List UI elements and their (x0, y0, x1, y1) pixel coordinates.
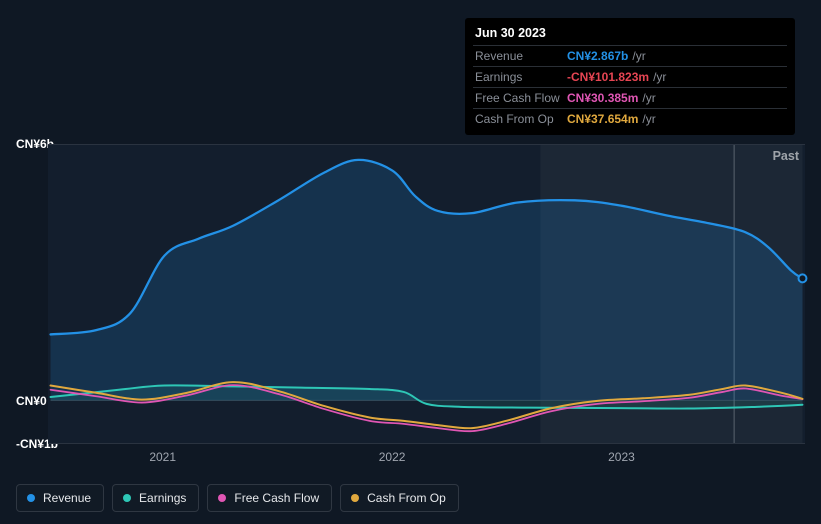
tooltip-row-label: Revenue (475, 49, 567, 63)
x-axis-label: 2023 (608, 450, 635, 464)
tooltip-row: Earnings-CN¥101.823m/yr (473, 66, 787, 87)
tooltip-row: Cash From OpCN¥37.654m/yr (473, 108, 787, 129)
x-axis-label: 2022 (379, 450, 406, 464)
legend-label: Free Cash Flow (234, 491, 319, 505)
y-axis-label: CN¥0 (16, 394, 47, 408)
legend-item-free-cash-flow[interactable]: Free Cash Flow (207, 484, 332, 512)
tooltip-row: Free Cash FlowCN¥30.385m/yr (473, 87, 787, 108)
tooltip-row-value: -CN¥101.823m (567, 70, 649, 84)
tooltip-row-unit: /yr (642, 91, 655, 105)
legend-label: Revenue (43, 491, 91, 505)
tooltip-row-unit: /yr (642, 112, 655, 126)
tooltip-row-unit: /yr (653, 70, 666, 84)
chart-svg (48, 145, 805, 443)
legend-label: Cash From Op (367, 491, 446, 505)
tooltip-row-label: Cash From Op (475, 112, 567, 126)
legend-item-revenue[interactable]: Revenue (16, 484, 104, 512)
tooltip-row: RevenueCN¥2.867b/yr (473, 45, 787, 66)
legend-item-earnings[interactable]: Earnings (112, 484, 199, 512)
tooltip-row-value: CN¥37.654m (567, 112, 638, 126)
tooltip-row-value: CN¥30.385m (567, 91, 638, 105)
tooltip-row-value: CN¥2.867b (567, 49, 628, 63)
legend-dot (351, 494, 359, 502)
legend: Revenue Earnings Free Cash Flow Cash From O… (16, 484, 459, 512)
legend-label: Earnings (139, 491, 186, 505)
tooltip-date: Jun 30 2023 (473, 24, 787, 45)
tooltip-row-label: Earnings (475, 70, 567, 84)
tooltip-row-label: Free Cash Flow (475, 91, 567, 105)
legend-item-cash-from-op[interactable]: Cash From Op (340, 484, 459, 512)
legend-dot (218, 494, 226, 502)
tooltip-row-unit: /yr (632, 49, 645, 63)
chart-plot-area[interactable]: Past (48, 144, 805, 444)
chart-tooltip: Jun 30 2023 RevenueCN¥2.867b/yrEarnings-… (465, 18, 795, 135)
x-axis-label: 2021 (149, 450, 176, 464)
legend-dot (27, 494, 35, 502)
legend-dot (123, 494, 131, 502)
